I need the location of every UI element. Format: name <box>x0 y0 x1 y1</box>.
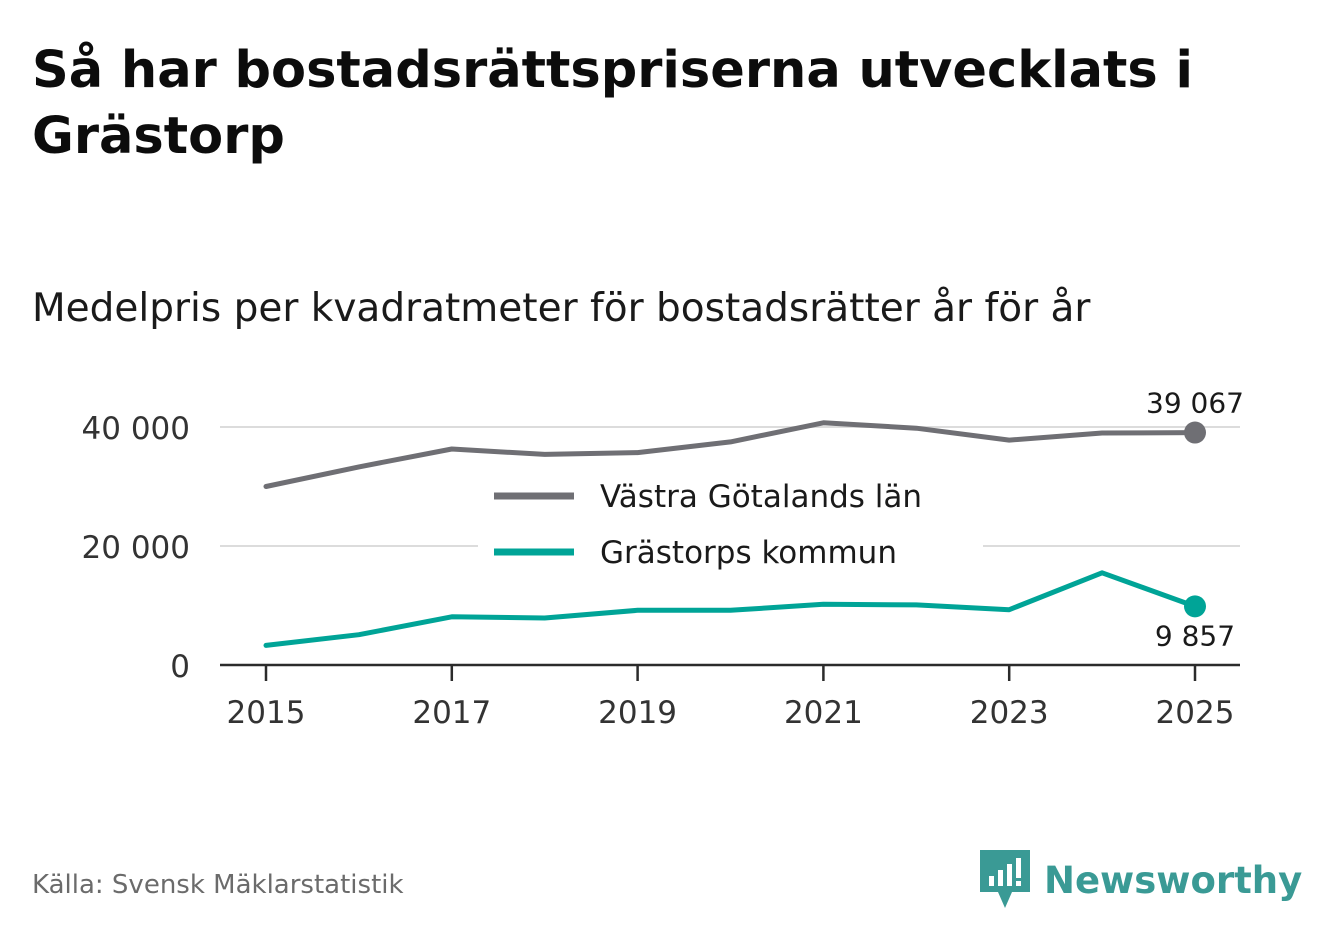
chart-title: Så har bostadsrättspriserna utvecklats i… <box>32 41 1194 166</box>
series-lines <box>263 420 1206 648</box>
end-value-label: 9 857 <box>1155 619 1235 652</box>
legend: Västra Götalands län Grästorps kommun <box>478 465 983 577</box>
end-value-label: 39 067 <box>1146 387 1244 420</box>
axes: 0 20 000 40 000 2015 2017 2019 2021 2023 2025 <box>82 411 1240 731</box>
x-tick-label: 2017 <box>412 695 491 731</box>
series-line-grastorp <box>263 570 1198 648</box>
x-tick-label: 2023 <box>970 695 1049 731</box>
legend-background <box>478 465 983 577</box>
y-tick-label: 40 000 <box>82 411 190 447</box>
x-tick-label: 2019 <box>598 695 677 731</box>
newsworthy-logo-icon <box>980 850 1030 908</box>
brand-name: Newsworthy <box>1044 858 1303 902</box>
x-tick-label: 2015 <box>227 695 306 731</box>
x-tick-label: 2025 <box>1156 695 1235 731</box>
series-line-vastra-gotaland <box>263 420 1198 489</box>
chart-subtitle: Medelpris per kvadratmeter för bostadsrä… <box>32 286 1091 331</box>
legend-label: Grästorps kommun <box>600 535 897 571</box>
source-note: Källa: Svensk Mäklarstatistik <box>32 870 404 900</box>
y-tick-label: 20 000 <box>82 530 190 566</box>
legend-label: Västra Götalands län <box>600 479 922 515</box>
data-labels: 39 067 9 857 <box>1146 387 1244 653</box>
end-point-marker <box>1184 595 1206 618</box>
brand-logo: Newsworthy <box>980 850 1302 910</box>
y-tick-label: 0 <box>170 649 190 685</box>
end-point-marker <box>1184 421 1206 444</box>
x-tick-label: 2021 <box>784 695 863 731</box>
